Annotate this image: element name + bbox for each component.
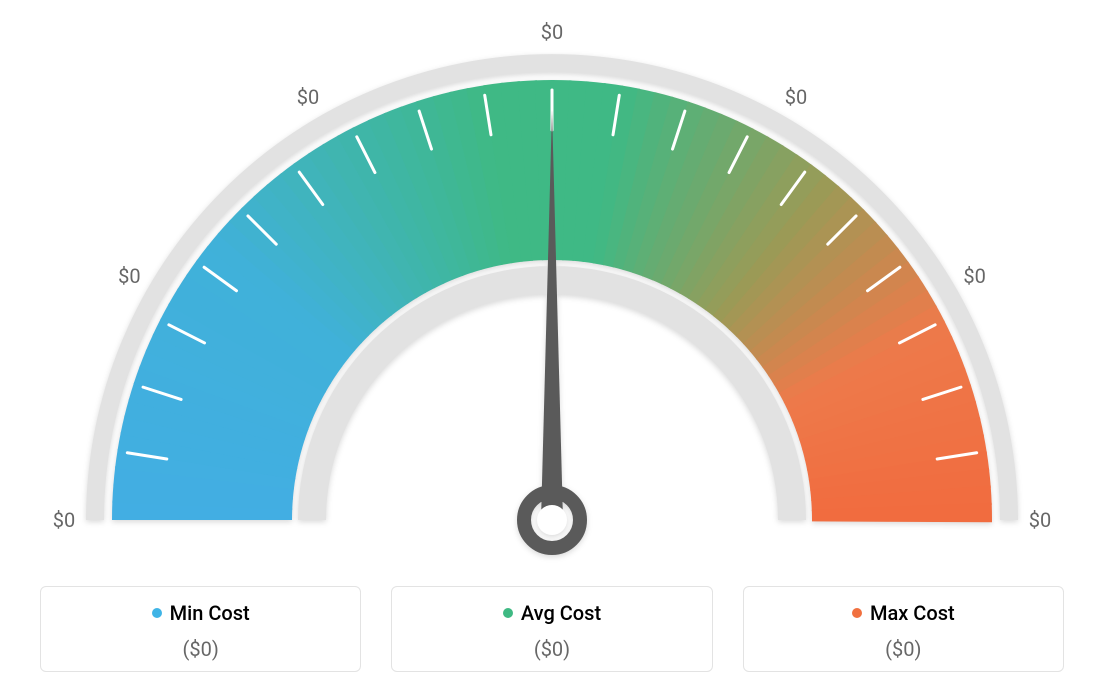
gauge-tick-label: $0 (541, 20, 563, 44)
legend-dot-min (152, 608, 162, 618)
chart-container: $0 $0 $0 $0 $0 $0 $0 Min Cost ($0) Avg Cost ($… (0, 0, 1104, 690)
gauge-tick-label: $0 (1029, 508, 1051, 532)
legend-text-avg: Avg Cost (521, 601, 601, 625)
gauge-tick-label: $0 (53, 508, 75, 532)
gauge-chart: $0 $0 $0 $0 $0 $0 $0 (27, 0, 1077, 560)
legend-label-min: Min Cost (152, 601, 250, 625)
legend-value-min: ($0) (51, 637, 350, 661)
gauge-tick-label: $0 (118, 264, 140, 288)
legend-dot-max (852, 608, 862, 618)
legend-text-max: Max Cost (870, 601, 955, 625)
legend-card-min: Min Cost ($0) (40, 586, 361, 672)
legend-value-avg: ($0) (402, 637, 701, 661)
gauge-svg (27, 0, 1077, 560)
legend-label-avg: Avg Cost (503, 601, 601, 625)
legend-value-max: ($0) (754, 637, 1053, 661)
gauge-tick-label: $0 (297, 85, 319, 109)
legend-card-avg: Avg Cost ($0) (391, 586, 712, 672)
gauge-tick-label: $0 (785, 85, 807, 109)
gauge-tick-label: $0 (963, 264, 985, 288)
legend-card-max: Max Cost ($0) (743, 586, 1064, 672)
legend-label-max: Max Cost (852, 601, 955, 625)
legend-dot-avg (503, 608, 513, 618)
legend-row: Min Cost ($0) Avg Cost ($0) Max Cost ($0… (40, 586, 1064, 672)
legend-text-min: Min Cost (170, 601, 250, 625)
